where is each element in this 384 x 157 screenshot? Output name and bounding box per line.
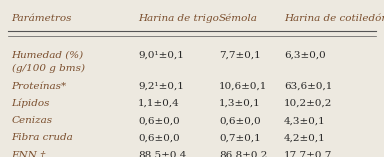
Text: 9,2¹±0,1: 9,2¹±0,1 <box>138 82 184 91</box>
Text: Sémola: Sémola <box>219 14 258 23</box>
Text: 0,6±0,0: 0,6±0,0 <box>219 116 261 125</box>
Text: Proteínas*: Proteínas* <box>12 82 67 91</box>
Text: 17,7±0,7: 17,7±0,7 <box>284 151 333 157</box>
Text: 7,7±0,1: 7,7±0,1 <box>219 50 261 59</box>
Text: Lípidos: Lípidos <box>12 99 50 108</box>
Text: 86,8±0,2: 86,8±0,2 <box>219 151 267 157</box>
Text: 88,5±0,4: 88,5±0,4 <box>138 151 187 157</box>
Text: 4,2±0,1: 4,2±0,1 <box>284 133 326 142</box>
Text: 4,3±0,1: 4,3±0,1 <box>284 116 326 125</box>
Text: 0,6±0,0: 0,6±0,0 <box>138 133 180 142</box>
Text: 9,0¹±0,1: 9,0¹±0,1 <box>138 50 184 59</box>
Text: 63,6±0,1: 63,6±0,1 <box>284 82 333 91</box>
Text: 0,7±0,1: 0,7±0,1 <box>219 133 261 142</box>
Text: Parámetros: Parámetros <box>12 14 72 23</box>
Text: 6,3±0,0: 6,3±0,0 <box>284 50 326 59</box>
Text: Harina de cotiledón: Harina de cotiledón <box>284 14 384 23</box>
Text: ENN †: ENN † <box>12 151 46 157</box>
Text: 0,6±0,0: 0,6±0,0 <box>138 116 180 125</box>
Text: Fibra cruda: Fibra cruda <box>12 133 73 142</box>
Text: Harina de trigo: Harina de trigo <box>138 14 219 23</box>
Text: Humedad (%): Humedad (%) <box>12 50 84 59</box>
Text: Cenizas: Cenizas <box>12 116 53 125</box>
Text: 10,2±0,2: 10,2±0,2 <box>284 99 333 108</box>
Text: 10,6±0,1: 10,6±0,1 <box>219 82 267 91</box>
Text: 1,1±0,4: 1,1±0,4 <box>138 99 180 108</box>
Text: (g/100 g bms): (g/100 g bms) <box>12 64 84 73</box>
Text: 1,3±0,1: 1,3±0,1 <box>219 99 261 108</box>
